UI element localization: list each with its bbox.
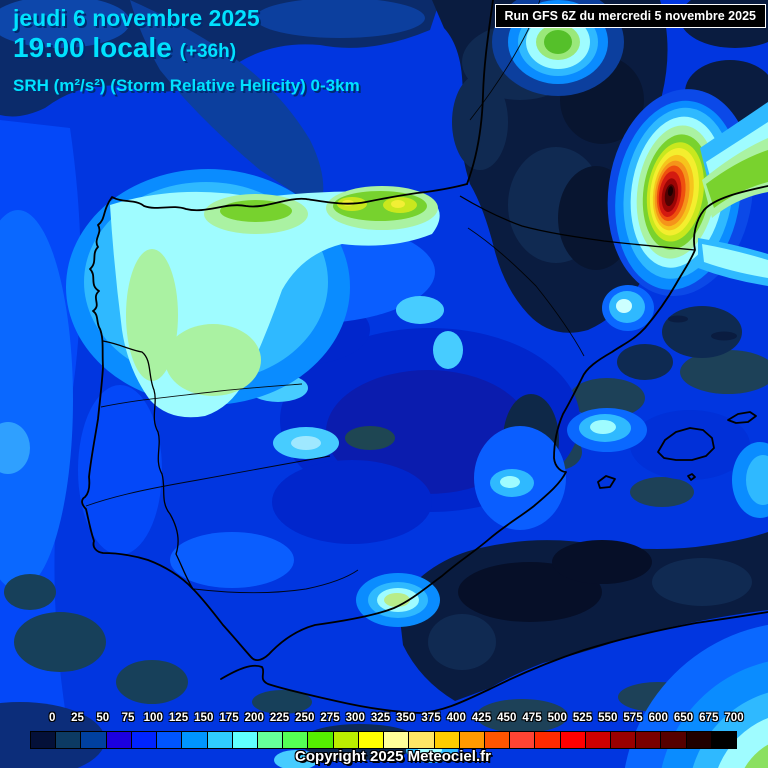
legend-tick-label: 350 [396, 712, 416, 724]
legend-tick-label: 250 [295, 712, 315, 724]
legend-cell [357, 732, 384, 748]
legend-tick-label: 300 [345, 712, 365, 724]
legend-tick-label: 50 [96, 712, 110, 724]
legend-tick-label: 525 [572, 712, 593, 724]
legend-tick-label: 225 [269, 712, 290, 724]
legend-cell [458, 732, 484, 748]
coastlines [81, 0, 768, 714]
forecast-offset-label: (+36h) [179, 40, 237, 62]
time-label: 19:00 locale (+36h) [13, 31, 237, 63]
legend-cell [80, 732, 106, 748]
legend-tick-label: 75 [121, 712, 135, 724]
rivers [85, 0, 585, 594]
legend-tick-label: 325 [370, 712, 391, 724]
legend-cell [534, 732, 560, 748]
legend-tick-label: 375 [421, 712, 441, 724]
legend-cell [635, 732, 661, 748]
date-label: jeudi 6 novembre 2025 [13, 5, 260, 31]
legend-tick-label: 275 [320, 712, 340, 724]
parameter-label: SRH (m²/s²) (Storm Relative Helicity) 0-… [13, 76, 360, 96]
legend-cell [685, 732, 711, 748]
legend-cell [105, 732, 131, 748]
legend-cell [660, 732, 686, 748]
map-header: jeudi 6 novembre 2025 19:00 locale (+36h… [13, 6, 360, 95]
legend-cell [307, 732, 333, 748]
legend-cell [408, 732, 434, 748]
legend-tick-label: 500 [547, 712, 567, 724]
legend-tick-label: 25 [71, 712, 84, 724]
legend-tick-label: 650 [673, 712, 694, 724]
legend-cell [433, 732, 459, 748]
legend-cell [130, 732, 157, 748]
legend-tick-labels: 0 25 50 75 100 125 150 175 200 225 250 275 300 325 350… [30, 712, 744, 728]
legend-tick-label: 575 [623, 712, 643, 724]
model-run-box: Run GFS 6Z du mercredi 5 novembre 2025 [494, 4, 766, 28]
legend-tick-label: 200 [244, 712, 264, 724]
legend-tick-label: 700 [724, 712, 744, 724]
legend-color-bar [30, 731, 737, 749]
legend-cell [206, 732, 232, 748]
legend-cell [559, 732, 585, 748]
legend-cell [483, 732, 510, 748]
legend-cell [256, 732, 283, 748]
legend-cell [710, 732, 737, 748]
legend-tick-label: 550 [598, 712, 618, 724]
legend-tick-label: 425 [471, 712, 492, 724]
legend-cell [156, 732, 182, 748]
legend-cell [55, 732, 81, 748]
borders [102, 195, 696, 590]
legend-cell [31, 732, 56, 748]
legend-tick-label: 0 [49, 712, 56, 724]
legend-tick-label: 125 [168, 712, 189, 724]
legend-cell [282, 732, 308, 748]
legend-tick-label: 100 [143, 712, 163, 724]
legend-cell [584, 732, 611, 748]
legend-cell [610, 732, 636, 748]
legend-cell [231, 732, 257, 748]
legend-tick-label: 475 [522, 712, 542, 724]
legend-tick-label: 675 [699, 712, 719, 724]
legend-tick-label: 450 [497, 712, 517, 724]
legend-cell [383, 732, 409, 748]
legend-cell [332, 732, 358, 748]
legend-cell [509, 732, 535, 748]
copyright-label: Copyright 2025 Meteociel.fr [295, 748, 491, 765]
legend-tick-label: 400 [446, 712, 466, 724]
legend-tick-label: 175 [219, 712, 239, 724]
legend-cell [181, 732, 207, 748]
legend-tick-label: 600 [648, 712, 668, 724]
legend-tick-label: 150 [194, 712, 214, 724]
